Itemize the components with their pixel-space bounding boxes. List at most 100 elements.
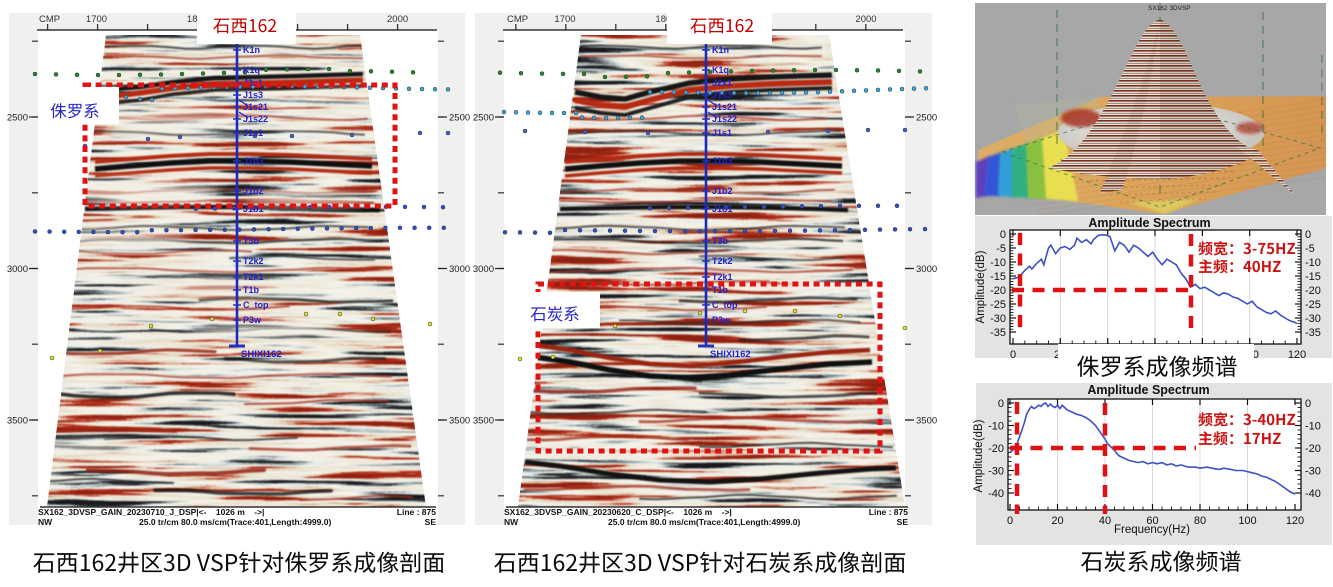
svg-text:-20: -20 — [988, 443, 1004, 455]
svg-text:-5: -5 — [1305, 243, 1315, 255]
svg-text:-20: -20 — [990, 285, 1006, 297]
svg-text:T3b: T3b — [243, 236, 260, 246]
svg-text:SE: SE — [425, 517, 437, 527]
svg-text:-15: -15 — [990, 271, 1006, 283]
svg-text:SX162_3DVSP_GAIN_20230620_C_DS: SX162_3DVSP_GAIN_20230620_C_DSP|<- 1026 … — [504, 507, 732, 517]
svg-text:J1s1: J1s1 — [243, 128, 263, 138]
svg-text:NW: NW — [38, 517, 53, 527]
svg-text:3500: 3500 — [449, 416, 470, 427]
svg-text:2500: 2500 — [473, 113, 494, 124]
svg-text:-25: -25 — [1305, 299, 1321, 311]
svg-text:SHIXI162: SHIXI162 — [241, 349, 282, 360]
svg-text:J1b3: J1b3 — [243, 156, 264, 166]
svg-text:CMP: CMP — [39, 14, 60, 25]
svg-text:2000: 2000 — [855, 14, 876, 25]
svg-text:25.0 tr/cm 80.0 ms/cm(Trace:40: 25.0 tr/cm 80.0 ms/cm(Trace:401,Length:4… — [139, 517, 331, 527]
svg-text:3500: 3500 — [916, 416, 937, 427]
svg-text:J1b2: J1b2 — [712, 186, 733, 196]
svg-text:J2x1: J2x1 — [712, 78, 732, 88]
svg-text:J1s21: J1s21 — [712, 102, 737, 112]
svg-text:80: 80 — [1194, 515, 1206, 527]
svg-text:C_top: C_top — [712, 300, 738, 310]
svg-text:Line : 875: Line : 875 — [869, 507, 908, 517]
svg-text:2000: 2000 — [387, 14, 408, 25]
svg-text:-40: -40 — [1305, 488, 1321, 500]
svg-text:-20: -20 — [1305, 285, 1321, 297]
svg-text:Amplitude Spectrum: Amplitude Spectrum — [1087, 383, 1209, 397]
svg-text:0: 0 — [1305, 398, 1311, 410]
svg-text:0: 0 — [998, 398, 1004, 410]
svg-text:40: 40 — [1099, 515, 1111, 527]
svg-text:-10: -10 — [990, 257, 1006, 269]
svg-text:3000: 3000 — [916, 264, 937, 275]
svg-text:3000: 3000 — [449, 264, 470, 275]
svg-text:Amplitude(dB): Amplitude(dB) — [975, 250, 987, 323]
svg-text:0: 0 — [1000, 229, 1006, 241]
svg-text:SX162_3DVSP_GAIN_20230710_J_DS: SX162_3DVSP_GAIN_20230710_J_DSP|<- 1026 … — [38, 507, 264, 517]
svg-text:-30: -30 — [1305, 313, 1321, 325]
svg-text:P3w: P3w — [243, 315, 262, 325]
svg-text:0: 0 — [1010, 349, 1016, 361]
svg-text:25.0 tr/cm 80.0 ms/cm(Trace:40: 25.0 tr/cm 80.0 ms/cm(Trace:401,Length:4… — [608, 517, 800, 527]
svg-text:-30: -30 — [990, 313, 1006, 325]
svg-text:120: 120 — [1288, 349, 1306, 361]
svg-text:0: 0 — [1305, 229, 1311, 241]
svg-text:J1s22: J1s22 — [712, 114, 737, 124]
svg-text:-30: -30 — [988, 466, 1004, 478]
svg-text:J1s21: J1s21 — [243, 102, 268, 112]
svg-text:J1s22: J1s22 — [243, 114, 268, 124]
svg-text:3000: 3000 — [473, 264, 494, 275]
svg-text:J2x1: J2x1 — [243, 78, 263, 88]
svg-text:1800: 1800 — [655, 14, 676, 25]
svg-text:Amplitude Spectrum: Amplitude Spectrum — [1088, 216, 1210, 230]
svg-text:-40: -40 — [988, 488, 1004, 500]
svg-text:K1n: K1n — [712, 45, 729, 55]
svg-text:P3w: P3w — [712, 315, 731, 325]
svg-text:100: 100 — [1238, 515, 1256, 527]
svg-text:120: 120 — [1286, 515, 1304, 527]
svg-text:Line : 875: Line : 875 — [397, 507, 436, 517]
svg-text:J1b1: J1b1 — [243, 204, 264, 214]
svg-text:3000: 3000 — [7, 264, 28, 275]
svg-text:K1n: K1n — [243, 45, 260, 55]
svg-text:NW: NW — [504, 517, 519, 527]
svg-text:J1b3: J1b3 — [712, 156, 733, 166]
svg-text:CMP: CMP — [507, 14, 528, 25]
svg-text:-5: -5 — [996, 243, 1006, 255]
svg-text:SHIXI162: SHIXI162 — [710, 349, 751, 360]
svg-text:2500: 2500 — [916, 113, 937, 124]
svg-text:2500: 2500 — [449, 113, 470, 124]
svg-text:3500: 3500 — [7, 416, 28, 427]
svg-text:T3b: T3b — [712, 236, 729, 246]
svg-text:J1s3: J1s3 — [243, 90, 263, 100]
svg-text:J1b1: J1b1 — [712, 204, 733, 214]
svg-text:-20: -20 — [1305, 443, 1321, 455]
svg-text:K1q: K1q — [243, 65, 260, 75]
svg-text:Frequency(Hz): Frequency(Hz) — [1114, 524, 1190, 536]
svg-text:-35: -35 — [1305, 327, 1321, 339]
svg-text:-15: -15 — [1305, 271, 1321, 283]
svg-text:-30: -30 — [1305, 466, 1321, 478]
svg-text:2500: 2500 — [7, 113, 28, 124]
svg-text:T2k1: T2k1 — [243, 272, 264, 282]
svg-text:-10: -10 — [1305, 257, 1321, 269]
svg-text:T2k2: T2k2 — [243, 256, 264, 266]
svg-text:T1b: T1b — [243, 285, 260, 295]
svg-text:3500: 3500 — [473, 416, 494, 427]
svg-text:SX162 3DVSP: SX162 3DVSP — [1148, 5, 1191, 12]
svg-text:60: 60 — [1146, 515, 1158, 527]
svg-text:J1s1: J1s1 — [712, 128, 732, 138]
svg-text:T1b: T1b — [712, 285, 729, 295]
svg-text:1700: 1700 — [86, 14, 107, 25]
svg-text:Amplitude(dB): Amplitude(dB) — [973, 419, 985, 492]
svg-text:C_top: C_top — [243, 300, 269, 310]
svg-text:-10: -10 — [1305, 421, 1321, 433]
svg-text:-10: -10 — [988, 421, 1004, 433]
svg-text:1700: 1700 — [554, 14, 575, 25]
svg-text:0: 0 — [1007, 515, 1013, 527]
svg-text:20: 20 — [1051, 515, 1063, 527]
svg-text:SE: SE — [897, 517, 909, 527]
svg-text:J1b2: J1b2 — [243, 186, 264, 196]
svg-text:-35: -35 — [990, 327, 1006, 339]
svg-text:T2k1: T2k1 — [712, 272, 733, 282]
